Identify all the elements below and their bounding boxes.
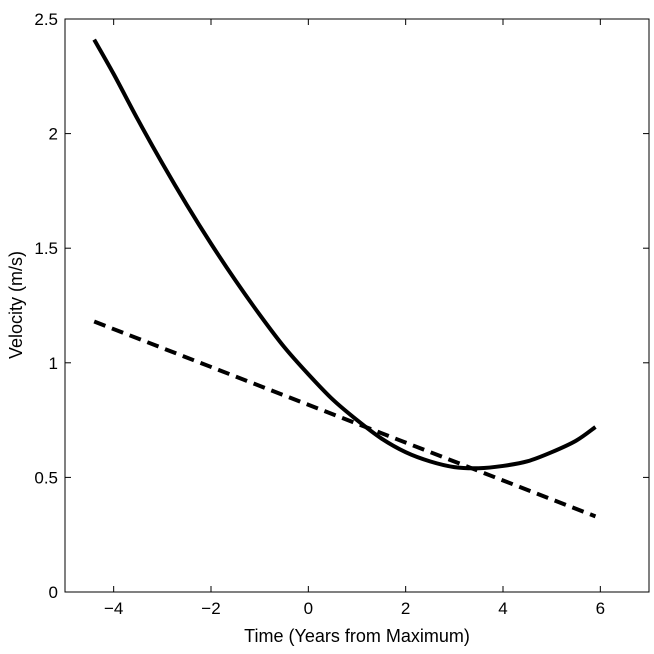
x-tick-label: 0 <box>304 599 313 618</box>
x-tick-label: 6 <box>596 599 605 618</box>
x-tick-label: 4 <box>498 599 507 618</box>
axis-ticks: −4 −2 0 2 4 6 0 0.5 1 1.5 2 2.5 <box>34 10 649 618</box>
plot-area <box>64 18 650 593</box>
y-tick-label: 0.5 <box>34 468 58 487</box>
x-axis-label: Time (Years from Maximum) <box>244 626 470 646</box>
y-tick-label: 0 <box>49 583 58 602</box>
x-tick-label: −2 <box>201 599 220 618</box>
y-tick-label: 1.5 <box>34 239 58 258</box>
y-tick-label: 1 <box>49 354 58 373</box>
y-tick-label: 2 <box>49 125 58 144</box>
y-tick-label: 2.5 <box>34 10 58 29</box>
x-tick-label: −4 <box>104 599 123 618</box>
x-tick-label: 2 <box>401 599 410 618</box>
series-line-dashed <box>93 319 597 519</box>
y-axis-label: Velocity (m/s) <box>6 251 26 359</box>
series-line-solid <box>92 38 597 471</box>
series-layer <box>92 38 597 519</box>
